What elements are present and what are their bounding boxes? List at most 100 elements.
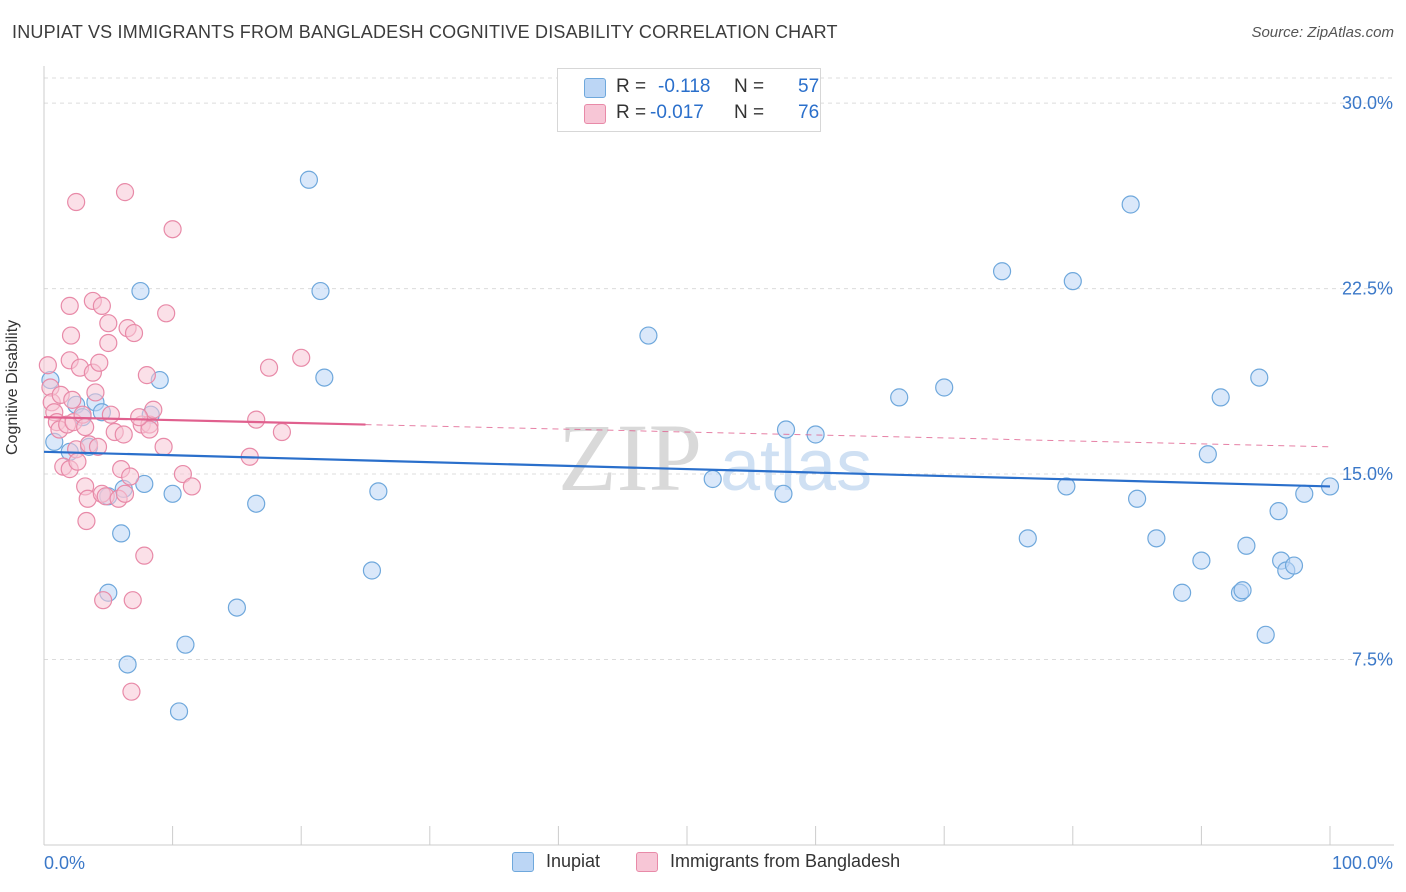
chart-title: INUPIAT VS IMMIGRANTS FROM BANGLADESH CO…: [12, 22, 838, 42]
bangladesh-point: [94, 591, 113, 610]
inupiat-point: [1198, 445, 1217, 464]
correlation-legend: R = -0.118 N = 57 R = -0.017 N = 76: [557, 68, 821, 132]
inupiat-point: [299, 170, 319, 189]
legend-r-label: R =: [616, 102, 647, 123]
axes: [43, 66, 1394, 846]
y-tick-label: 30.0%: [1342, 93, 1393, 113]
inupiat-point: [315, 368, 334, 387]
bangladesh-point: [38, 356, 57, 375]
bangladesh-point: [144, 400, 163, 419]
inupiat-point: [890, 388, 909, 407]
inupiat-point: [227, 598, 246, 617]
inupiat-point: [247, 494, 266, 513]
legend-r-value: -0.017: [650, 102, 704, 123]
bangladesh-point: [135, 546, 154, 565]
bangladesh-point: [60, 296, 79, 315]
bangladesh-point: [137, 366, 156, 385]
inupiat-point: [1173, 583, 1192, 602]
bangladesh-point: [76, 417, 95, 437]
inupiat-point: [1269, 502, 1288, 521]
inupiat-point: [1057, 477, 1076, 496]
inupiat-point: [362, 561, 382, 580]
inupiat-point: [163, 484, 182, 503]
legend-n-label: N =: [734, 76, 765, 97]
bangladesh-trend-line-extension: [365, 424, 1331, 448]
bangladesh-point: [61, 326, 81, 345]
inupiat-trend-line: [43, 450, 1331, 488]
inupiat-point: [1295, 484, 1314, 503]
y-axis-label: Cognitive Disability: [4, 319, 21, 455]
x-tick-label: 100.0%: [1332, 853, 1393, 873]
inupiat-point: [1237, 536, 1256, 555]
bangladesh-point: [173, 464, 192, 484]
bangladesh-point: [182, 477, 201, 496]
trend-lines: [43, 416, 1331, 488]
inupiat-point: [992, 262, 1012, 281]
legend-r-label: R =: [616, 76, 647, 97]
series-legend-label: Inupiat: [546, 851, 601, 871]
bangladesh-point: [157, 304, 176, 323]
gridlines: [44, 77, 1394, 661]
bangladesh-point: [88, 437, 108, 456]
bangladesh-point: [163, 220, 182, 239]
inupiat-point: [1233, 581, 1252, 600]
watermark-zip: ZIP: [558, 404, 702, 511]
legend-swatch-bangladesh: [584, 104, 606, 124]
y-tick-label: 15.0%: [1342, 464, 1393, 484]
inupiat-point: [176, 635, 195, 654]
bangladesh-trend-line: [43, 416, 366, 426]
bangladesh-point: [101, 405, 120, 424]
bangladesh-point: [86, 383, 105, 402]
bangladesh-point: [115, 183, 135, 202]
series-legend-inupiat[interactable]: Inupiat: [512, 851, 600, 872]
inupiat-point: [169, 702, 189, 721]
bangladesh-point: [130, 408, 149, 427]
bangladesh-point: [292, 348, 311, 367]
watermark-atlas: atlas: [720, 426, 872, 506]
bangladesh-point: [114, 425, 133, 444]
inupiat-point: [1063, 272, 1082, 291]
bangladesh-point: [272, 422, 292, 442]
inupiat-point: [935, 378, 954, 397]
inupiat-point: [1121, 195, 1140, 214]
inupiat-point: [311, 281, 330, 301]
inupiat-point: [131, 281, 150, 301]
inupiat-point: [1147, 529, 1166, 548]
legend-r-value: -0.118: [658, 76, 711, 97]
bangladesh-point: [68, 452, 87, 471]
inupiat-point: [1284, 556, 1304, 575]
bangladesh-point: [123, 591, 142, 610]
bangladesh-point: [122, 682, 141, 701]
bangladesh-point: [154, 437, 173, 456]
source-credit: Source: ZipAtlas.com: [1251, 24, 1394, 41]
inupiat-point: [1018, 529, 1037, 548]
inupiat-point: [1127, 489, 1147, 508]
bangladesh-point: [124, 323, 144, 343]
bangladesh-point: [121, 467, 140, 486]
bangladesh-point: [115, 484, 135, 503]
inupiat-point: [1192, 551, 1211, 570]
inupiat-point: [639, 326, 658, 345]
inupiat-point: [1211, 388, 1230, 407]
bangladesh-point: [77, 511, 96, 531]
inupiat-point: [1256, 625, 1275, 644]
bangladesh-point: [92, 296, 111, 315]
bangladesh-point: [140, 420, 159, 439]
bangladesh-point: [247, 410, 266, 429]
data-points: [38, 170, 1340, 721]
bangladesh-point: [90, 353, 109, 372]
bangladesh-point: [99, 314, 118, 333]
series-swatch-inupiat: [512, 851, 534, 872]
bangladesh-point: [99, 333, 118, 353]
series-legend-bangladesh[interactable]: Immigrants from Bangladesh: [636, 851, 900, 872]
y-tick-label: 7.5%: [1352, 650, 1393, 670]
legend-n-label: N =: [734, 102, 765, 123]
inupiat-point: [776, 420, 796, 439]
legend-n-value: 57: [798, 76, 820, 97]
inupiat-point: [112, 524, 131, 543]
legend-swatch-inupiat: [584, 78, 606, 98]
bangladesh-point: [259, 358, 279, 377]
inupiat-point: [703, 469, 722, 489]
legend-n-value: 76: [798, 102, 820, 123]
